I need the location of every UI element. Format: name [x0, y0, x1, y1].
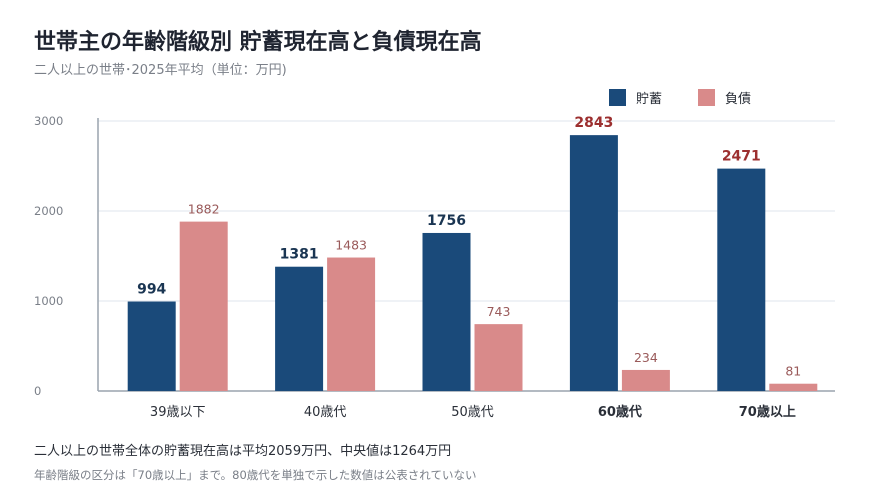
bar-debt	[179, 221, 228, 391]
x-tick-label: 40歳代	[304, 405, 347, 420]
footnote-main: 二人以上の世帯全体の貯蓄現在高は平均2059万円、中央値は1264万円	[34, 444, 452, 459]
bar-debt	[769, 383, 818, 391]
bar-savings	[422, 232, 471, 391]
bar-savings	[569, 135, 618, 391]
data-label-debt: 234	[634, 350, 658, 365]
legend-label-debt: 負債	[725, 92, 752, 107]
data-label-debt: 81	[785, 364, 801, 379]
bar-debt	[621, 369, 670, 391]
y-tick-label: 2000	[34, 204, 63, 218]
y-tick-label: 3000	[34, 114, 63, 128]
data-label-debt: 1483	[335, 238, 367, 253]
data-label-savings: 2843	[574, 115, 613, 131]
bar-savings	[717, 168, 766, 391]
x-tick-label: 70歳以上	[739, 404, 796, 420]
footnote-note: 年齢階級の区分は「70歳以上」まで。80歳代を単独で示した数値は公表されていない	[34, 468, 477, 482]
data-label-debt: 1882	[188, 202, 220, 217]
y-tick-label: 0	[34, 384, 41, 398]
bar-savings	[127, 301, 176, 391]
chart-title: 世帯主の年齢階級別 貯蓄現在高と負債現在高	[34, 30, 482, 55]
legend-item-debt: 負債	[698, 88, 751, 107]
chart-subtitle: 二人以上の世帯･2025年平均（単位：万円)	[34, 63, 287, 78]
bar-debt	[474, 324, 523, 391]
bar-debt	[327, 257, 376, 391]
data-label-savings: 1756	[427, 213, 466, 229]
data-label-debt: 743	[487, 304, 511, 319]
x-tick-label: 60歳代	[598, 404, 642, 420]
legend-swatch-savings	[609, 89, 626, 106]
data-label-savings: 1381	[280, 247, 319, 263]
bar-savings	[275, 266, 324, 391]
legend-label-savings: 貯蓄	[636, 92, 663, 107]
y-tick-label: 1000	[34, 294, 63, 308]
x-tick-label: 50歳代	[451, 405, 494, 420]
data-label-savings: 2471	[722, 149, 761, 165]
x-tick-label: 39歳以下	[150, 405, 206, 420]
legend-swatch-debt	[698, 89, 716, 106]
legend-item-savings: 貯蓄	[609, 88, 662, 107]
data-label-savings: 994	[137, 282, 166, 298]
legend: 貯蓄 負債	[609, 88, 787, 107]
